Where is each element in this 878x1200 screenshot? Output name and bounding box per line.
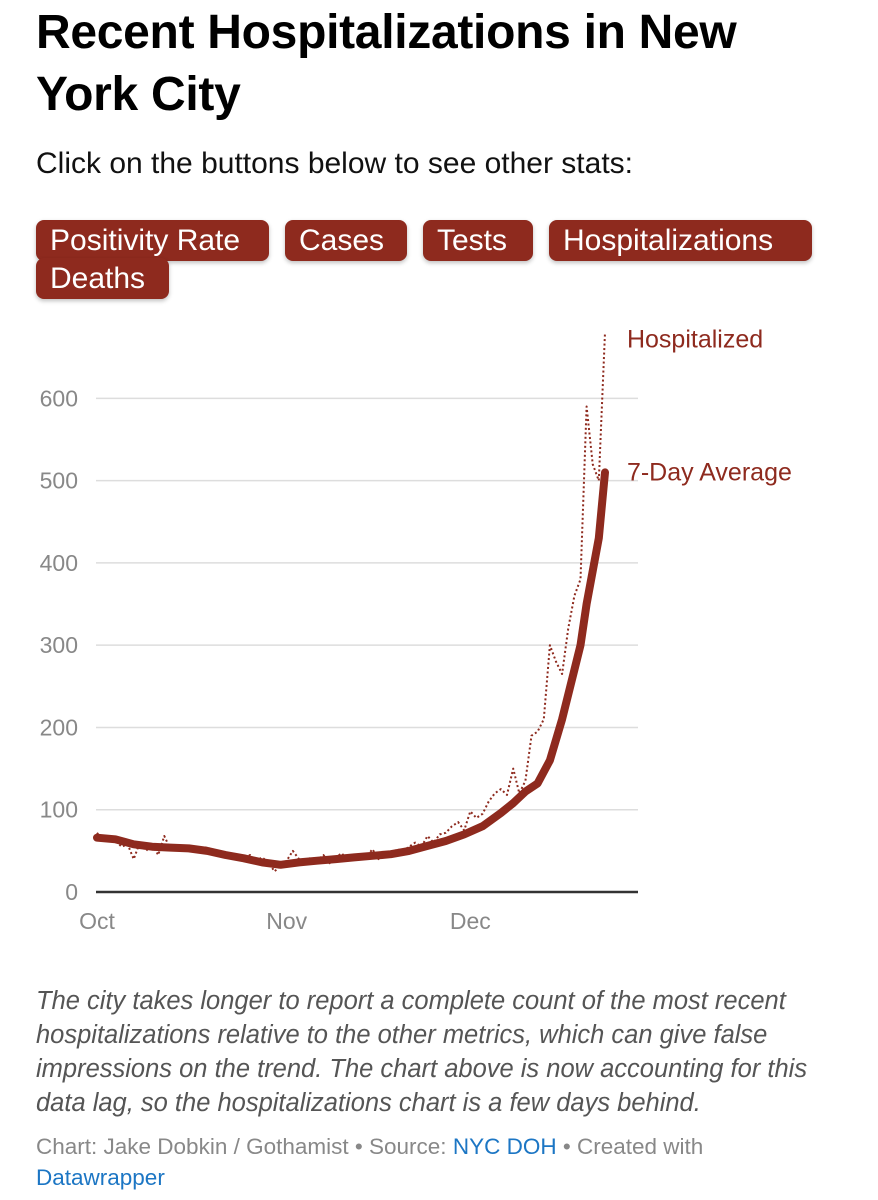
tests-button[interactable]: Tests <box>423 220 533 261</box>
deaths-button[interactable]: Deaths <box>36 258 169 299</box>
x-tick-label: Dec <box>450 908 491 934</box>
datawrapper-link[interactable]: Datawrapper <box>36 1165 165 1190</box>
credit-separator: • Source: <box>348 1134 453 1159</box>
y-tick-label: 0 <box>65 879 78 905</box>
y-tick-label: 300 <box>40 632 78 658</box>
y-tick-label: 500 <box>40 468 78 494</box>
label-hospitalized: Hospitalized <box>627 325 763 353</box>
hospitalizations-chart: 0 100 200 300 400 500 600 Oct Nov Dec Hospitaliz… <box>40 325 792 934</box>
subtitle: Click on the buttons below to see other … <box>36 147 633 180</box>
chart-credit: Chart: Jake Dobkin / Gothamist • Source:… <box>36 1131 856 1193</box>
y-tick-label: 600 <box>40 385 78 411</box>
positivity-rate-button[interactable]: Positivity Rate <box>36 220 269 261</box>
source-link[interactable]: NYC DOH <box>452 1134 557 1159</box>
credit-separator-2: • Created with <box>556 1134 704 1159</box>
chart-note: The city takes longer to report a comple… <box>36 987 808 1117</box>
y-tick-label: 100 <box>40 797 78 823</box>
y-tick-label: 200 <box>40 714 78 740</box>
hospitalizations-button[interactable]: Hospitalizations <box>549 220 812 261</box>
credit-author: Chart: Jake Dobkin / Gothamist <box>36 1134 349 1159</box>
x-tick-label: Nov <box>266 908 307 934</box>
x-tick-label: Oct <box>79 908 115 934</box>
label-7-day-average: 7-Day Average <box>627 458 792 486</box>
page-title: Recent Hospitalizations in New York City <box>36 6 737 121</box>
cases-button[interactable]: Cases <box>285 220 407 261</box>
series-line-7-day-average <box>93 468 609 869</box>
y-tick-label: 400 <box>40 550 78 576</box>
